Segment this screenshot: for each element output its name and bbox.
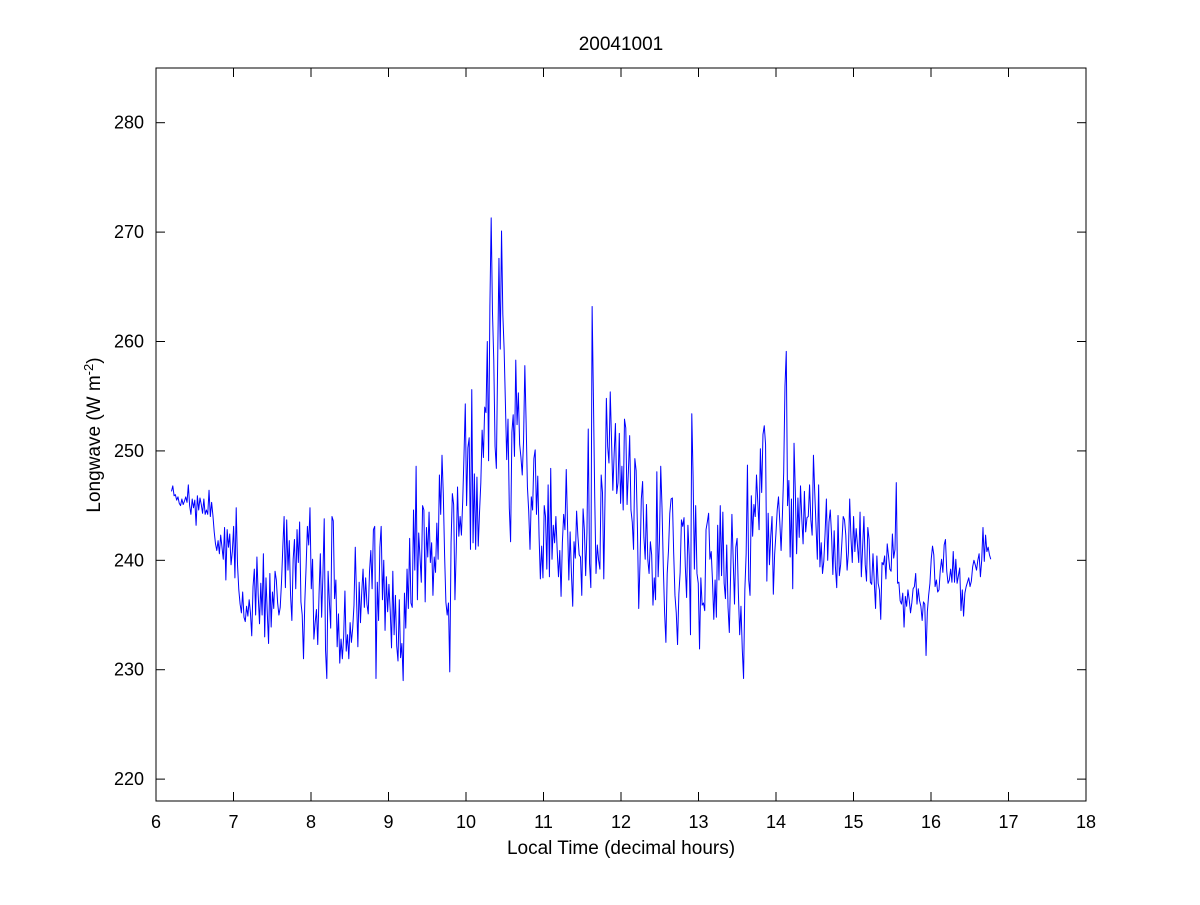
y-tick-label-240: 240	[114, 550, 144, 570]
y-tick-label-270: 270	[114, 222, 144, 242]
axes-background	[156, 68, 1086, 801]
y-tick-label-230: 230	[114, 660, 144, 680]
series-layer	[171, 217, 992, 682]
x-tick-label-8: 8	[306, 812, 316, 832]
chart-title: 20041001	[579, 34, 664, 55]
y-axis: 220 230 240 250 260 270 280	[114, 113, 1086, 789]
y-tick-label-280: 280	[114, 113, 144, 133]
x-axis: 6 7 8 9 10 11 12 13 14 15 16 17 18	[151, 68, 1096, 832]
y-axis-label-close: )	[84, 357, 105, 363]
x-tick-label-12: 12	[611, 812, 631, 832]
y-tick-label-250: 250	[114, 441, 144, 461]
x-axis-label: Local Time (decimal hours)	[507, 838, 735, 859]
y-tick-label-220: 220	[114, 769, 144, 789]
y-axis-label-text: Longwave (W m	[84, 375, 105, 512]
x-tick-label-14: 14	[766, 812, 786, 832]
x-tick-label-16: 16	[921, 812, 941, 832]
x-tick-label-10: 10	[456, 812, 476, 832]
x-tick-label-9: 9	[383, 812, 393, 832]
series-line-0	[171, 217, 992, 682]
x-tick-label-11: 11	[534, 812, 553, 832]
x-tick-label-18: 18	[1076, 812, 1096, 832]
y-tick-label-260: 260	[114, 332, 144, 352]
x-tick-label-6: 6	[151, 812, 161, 832]
y-axis-label: Longwave (W m-2)	[81, 357, 106, 512]
y-axis-label-exponent: -2	[81, 364, 96, 376]
x-tick-label-13: 13	[688, 812, 708, 832]
x-tick-label-17: 17	[998, 812, 1018, 832]
x-tick-label-7: 7	[228, 812, 238, 832]
x-tick-label-15: 15	[843, 812, 863, 832]
